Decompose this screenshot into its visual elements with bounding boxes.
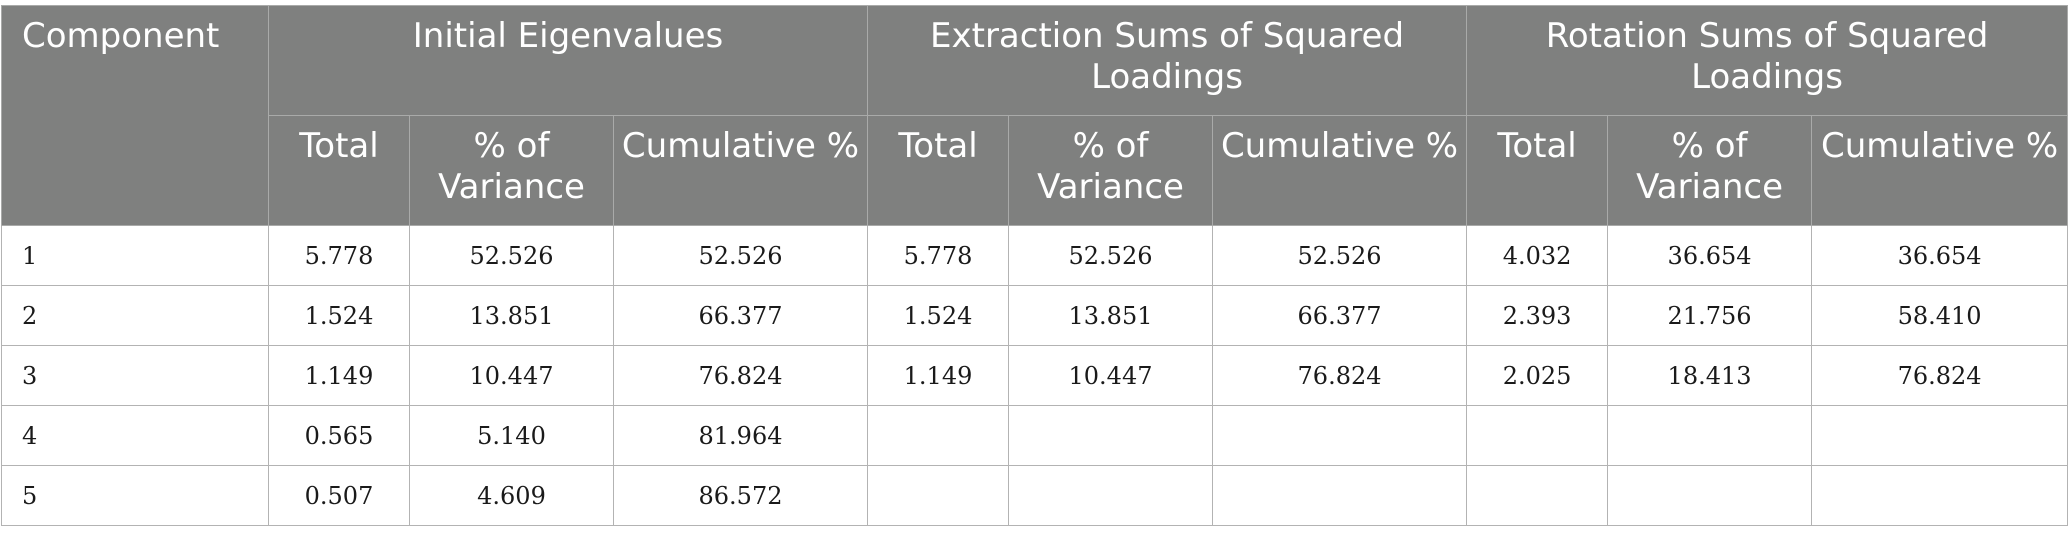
header-sub: Cumulative % bbox=[612, 115, 869, 226]
header-sub: Total bbox=[268, 115, 410, 226]
table-cell bbox=[1607, 465, 1813, 526]
table-cell: 5.778 bbox=[867, 225, 1010, 286]
table-cell bbox=[1466, 405, 1609, 466]
table-cell: 10.447 bbox=[1008, 345, 1214, 406]
table-cell: 0.565 bbox=[268, 405, 410, 466]
table-cell: 4 bbox=[1, 405, 269, 466]
table-cell: 21.756 bbox=[1607, 285, 1813, 346]
table-cell: 0.507 bbox=[268, 465, 410, 526]
table-cell: 10.447 bbox=[409, 345, 614, 406]
table-cell bbox=[1212, 405, 1468, 466]
header-sub: % of Variance bbox=[1607, 115, 1813, 226]
header-group-initial: Initial Eigenvalues bbox=[267, 5, 869, 116]
table-cell: 1 bbox=[1, 225, 269, 286]
table-cell: 52.526 bbox=[409, 225, 614, 286]
table-cell: 52.526 bbox=[612, 225, 869, 286]
table-cell bbox=[1212, 465, 1468, 526]
table-cell: 66.377 bbox=[1212, 285, 1468, 346]
table-cell: 86.572 bbox=[612, 465, 869, 526]
header-sub: Total bbox=[1466, 115, 1609, 226]
header-sub: Total bbox=[867, 115, 1010, 226]
table-cell: 81.964 bbox=[612, 405, 869, 466]
table-cell bbox=[1811, 405, 2068, 466]
table-cell: 4.609 bbox=[409, 465, 614, 526]
table-body: 1 5.778 52.526 52.526 5.778 52.526 52.52… bbox=[1, 225, 2068, 526]
table-cell: 58.410 bbox=[1811, 285, 2068, 346]
table-cell: 36.654 bbox=[1607, 225, 1813, 286]
header-group-rotation: Rotation Sums of Squared Loadings bbox=[1466, 5, 2068, 116]
table-row: 4 0.565 5.140 81.964 bbox=[1, 405, 2068, 466]
header-component: Component bbox=[1, 5, 269, 226]
table-cell: 52.526 bbox=[1008, 225, 1214, 286]
table-cell: 66.377 bbox=[612, 285, 869, 346]
header-sub: % of Variance bbox=[1008, 115, 1214, 226]
table-cell: 13.851 bbox=[409, 285, 614, 346]
table-cell: 4.032 bbox=[1466, 225, 1609, 286]
table-cell bbox=[867, 465, 1010, 526]
table-cell bbox=[1008, 465, 1214, 526]
header-group-extraction: Extraction Sums of Squared Loadings bbox=[867, 5, 1468, 116]
table-cell: 13.851 bbox=[1008, 285, 1214, 346]
table-cell: 18.413 bbox=[1607, 345, 1813, 406]
table-row: 5 0.507 4.609 86.572 bbox=[1, 465, 2068, 526]
table-row: 2 1.524 13.851 66.377 1.524 13.851 66.37… bbox=[1, 285, 2068, 346]
header-sub: Cumulative % bbox=[1212, 115, 1468, 226]
table-cell: 5.778 bbox=[268, 225, 410, 286]
table-cell: 2.025 bbox=[1466, 345, 1609, 406]
table-cell bbox=[1466, 465, 1609, 526]
table-cell bbox=[867, 405, 1010, 466]
table-row: 1 5.778 52.526 52.526 5.778 52.526 52.52… bbox=[1, 225, 2068, 286]
table-cell: 1.149 bbox=[268, 345, 410, 406]
table-cell bbox=[1607, 405, 1813, 466]
header-sub: % of Variance bbox=[409, 115, 614, 226]
table-cell: 5 bbox=[1, 465, 269, 526]
table-cell: 1.149 bbox=[867, 345, 1010, 406]
table-cell: 76.824 bbox=[1212, 345, 1468, 406]
table-cell: 3 bbox=[1, 345, 269, 406]
table-cell bbox=[1008, 405, 1214, 466]
table-cell: 1.524 bbox=[867, 285, 1010, 346]
table-cell bbox=[1811, 465, 2068, 526]
table-cell: 2.393 bbox=[1466, 285, 1609, 346]
table-header: Component Initial Eigenvalues Extraction… bbox=[1, 5, 2068, 226]
table-cell: 1.524 bbox=[268, 285, 410, 346]
table-cell: 76.824 bbox=[612, 345, 869, 406]
table-cell: 5.140 bbox=[409, 405, 614, 466]
table-row: 3 1.149 10.447 76.824 1.149 10.447 76.82… bbox=[1, 345, 2068, 406]
table-cell: 52.526 bbox=[1212, 225, 1468, 286]
table-cell: 76.824 bbox=[1811, 345, 2068, 406]
eigenvalues-table: Component Initial Eigenvalues Extraction… bbox=[1, 5, 2068, 526]
table-cell: 2 bbox=[1, 285, 269, 346]
table-cell: 36.654 bbox=[1811, 225, 2068, 286]
header-sub: Cumulative % bbox=[1811, 115, 2068, 226]
